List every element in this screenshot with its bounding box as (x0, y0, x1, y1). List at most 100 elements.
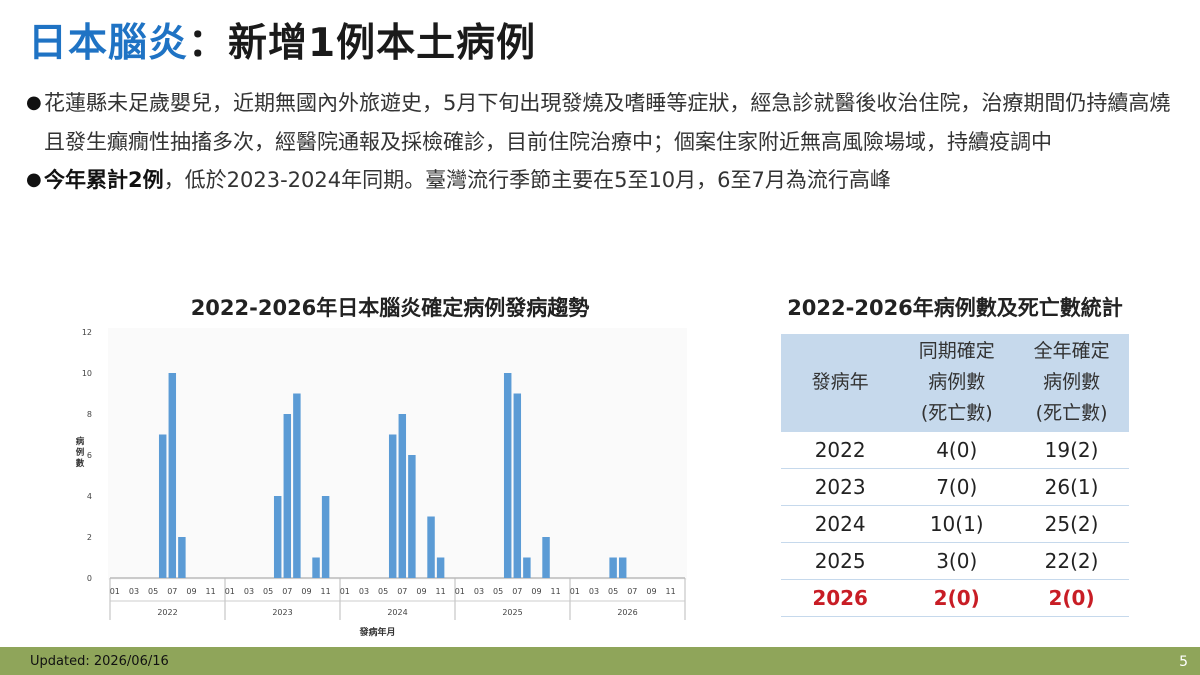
x-tick-month: 09 (301, 587, 311, 596)
x-tick-month: 05 (148, 587, 158, 596)
x-tick-month: 03 (244, 587, 254, 596)
cell-same-period: 7(0) (899, 468, 1015, 506)
header-same-period-line1: 同期確定 (918, 340, 995, 362)
slide-title-disease: 日本腦炎 (28, 21, 189, 66)
x-tick-month: 01 (225, 587, 235, 596)
cell-full-year: 2(0) (1014, 579, 1129, 617)
footer-bar: Updated: 2026/06/16 5 (0, 647, 1200, 675)
cell-full-year: 25(2) (1014, 505, 1129, 543)
header-full-year: 全年確定 病例數 (死亡數) (1014, 334, 1129, 432)
epidemic-bar-chart: 0 2 4 6 8 10 12 病例數 01 03 05 07 09 11 2022 01 03 05 07 09 11… (76, 328, 687, 638)
x-tick-month: 01 (570, 587, 580, 596)
x-tick-month: 03 (474, 587, 484, 596)
bar (503, 373, 512, 578)
chart-title: 2022-2026年日本腦炎確定病例發病趨勢 (190, 296, 590, 320)
x-tick-month: 01 (455, 587, 465, 596)
plot-area (108, 328, 687, 580)
bar (408, 455, 416, 578)
bullet-case-text: 花蓮縣未足歲嬰兒，近期無國內外旅遊史，5月下旬出現發燒及嗜睡等症狀，經急診就醫後… (44, 91, 1171, 154)
x-tick-year: 2022 (157, 608, 177, 617)
y-tick-label: 12 (82, 328, 92, 337)
x-tick-month: 11 (551, 587, 561, 596)
y-tick-label: 4 (87, 492, 92, 501)
y-axis-label-char: 數 (76, 458, 85, 469)
x-tick-year: 2025 (502, 608, 522, 617)
y-tick-label: 0 (87, 574, 92, 583)
x-tick-month: 07 (627, 587, 637, 596)
header-same-period-line2: 病例數 (928, 371, 986, 393)
header-year: 發病年 (781, 334, 900, 432)
bar (293, 393, 301, 578)
table-row: 2023 7(0) 26(1) (781, 468, 1129, 506)
x-tick-month: 11 (436, 587, 446, 596)
x-tick-month: 03 (129, 587, 139, 596)
x-axis-label: 發病年月 (358, 626, 395, 638)
x-tick-month: 07 (512, 587, 522, 596)
bar (427, 516, 435, 578)
cell-same-period: 10(1) (899, 505, 1015, 543)
table-title: 2022-2026年病例數及死亡數統計 (787, 296, 1123, 320)
cell-year: 2026 (781, 579, 900, 617)
bullet-cumulative-text: ，低於2023-2024年同期。臺灣流行季節主要在5至10月，6至7月為流行高峰 (163, 168, 891, 192)
x-tick-month: 05 (608, 587, 618, 596)
bullet-list: 花蓮縣未足歲嬰兒，近期無國內外旅遊史，5月下旬出現發燒及嗜睡等症狀，經急診就醫後… (26, 84, 1186, 200)
page-number: 5 (1179, 654, 1188, 670)
x-tick-month: 09 (186, 587, 196, 596)
cell-full-year: 22(2) (1014, 542, 1129, 580)
x-tick-month: 05 (378, 587, 388, 596)
x-tick-month: 07 (167, 587, 177, 596)
x-tick-month: 01 (110, 587, 120, 596)
y-tick-label: 10 (82, 369, 92, 378)
bar (618, 557, 627, 578)
bar (523, 557, 531, 578)
bar (321, 496, 330, 578)
x-tick-month: 07 (397, 587, 407, 596)
table-row: 2022 4(0) 19(2) (781, 431, 1129, 469)
header-same-period: 同期確定 病例數 (死亡數) (899, 334, 1015, 432)
bar (542, 537, 550, 578)
x-tick-month: 05 (263, 587, 273, 596)
cell-full-year: 26(1) (1014, 468, 1129, 506)
x-tick-month: 11 (321, 587, 331, 596)
x-tick-year: 2023 (272, 608, 292, 617)
x-tick-month: 03 (589, 587, 599, 596)
cell-year: 2022 (781, 431, 900, 469)
bar (513, 393, 522, 578)
bullet-case-description: 花蓮縣未足歲嬰兒，近期無國內外旅遊史，5月下旬出現發燒及嗜睡等症狀，經急診就醫後… (26, 84, 1186, 161)
bar (283, 414, 292, 578)
case-stats-table: 發病年 同期確定 病例數 (死亡數) 全年確定 病例數 (死亡數) 2022 4… (781, 334, 1129, 617)
bar (609, 557, 617, 578)
bar (388, 434, 397, 578)
y-tick-label: 8 (87, 410, 92, 419)
slide-title-headline: ：新增1例本土病例 (188, 21, 537, 66)
x-tick-month: 09 (416, 587, 426, 596)
updated-date: Updated: 2026/06/16 (30, 654, 169, 669)
bar (312, 557, 320, 578)
x-tick-year: 2024 (387, 608, 407, 617)
bar (273, 496, 282, 578)
cell-same-period: 3(0) (899, 542, 1015, 580)
bar (178, 537, 186, 578)
table-row: 2025 3(0) 22(2) (781, 542, 1129, 580)
x-tick-month: 09 (531, 587, 541, 596)
header-same-period-line3: (死亡數) (920, 402, 993, 424)
bar (436, 557, 445, 578)
cell-same-period: 4(0) (899, 431, 1015, 469)
cell-full-year: 19(2) (1014, 431, 1129, 469)
cell-year: 2024 (781, 505, 900, 543)
header-full-year-line3: (死亡數) (1035, 402, 1108, 424)
bar (398, 414, 407, 578)
bullet-cumulative-summary: 今年累計2例，低於2023-2024年同期。臺灣流行季節主要在5至10月，6至7… (26, 161, 1186, 200)
y-tick-label: 2 (87, 533, 92, 542)
cell-year: 2025 (781, 542, 900, 580)
x-tick-month: 11 (666, 587, 676, 596)
x-tick-month: 03 (359, 587, 369, 596)
table-header-row: 發病年 同期確定 病例數 (死亡數) 全年確定 病例數 (死亡數) (781, 334, 1129, 432)
header-full-year-line2: 病例數 (1043, 371, 1101, 393)
bullet-cumulative-bold: 今年累計2例 (44, 168, 164, 192)
bar (158, 434, 167, 578)
x-tick-month: 01 (340, 587, 350, 596)
x-tick-month: 11 (206, 587, 216, 596)
y-axis-label-char: 例 (76, 447, 85, 458)
slide-title: 日本腦炎：新增1例本土病例 (28, 12, 536, 68)
